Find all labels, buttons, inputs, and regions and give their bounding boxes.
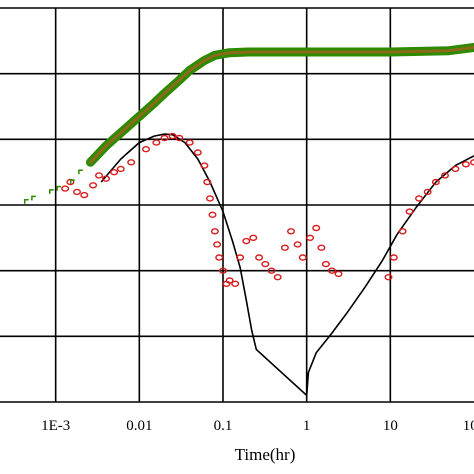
derivative-data-point [80,191,89,199]
derivative-data-point [405,208,414,215]
derivative-data-point [193,149,202,156]
x-axis-title: Time(hr) [235,445,296,464]
derivative-data-point [89,182,98,189]
derivative-data-point [327,267,336,274]
derivative-data-point [218,267,227,274]
derivative-data-point [101,175,110,182]
derivative-data-point [208,211,217,219]
derivative-data-point [423,188,432,196]
derivative-data-point [317,244,326,251]
pressure-data-point [78,169,83,175]
derivative-data-point [205,195,214,202]
derivative-data-point [384,274,393,281]
pressure-data-point [49,189,54,194]
series-layer [23,42,474,398]
derivative-data-point [236,254,245,261]
derivative-data-point [116,165,125,173]
derivative-data-point [160,134,169,142]
derivative-data-point [175,134,184,142]
derivative-data-point [200,162,209,169]
x-tick-labels: 1E-41E-30.010.1110100 [41,418,474,434]
derivative-data-point [210,228,219,235]
derivative-data-point [225,277,234,284]
derivative-data-point [389,254,398,261]
x-tick-label: 100 [463,418,474,434]
derivative-data-point [321,260,330,268]
derivative-model-line [100,133,474,398]
derivative-data-point [461,161,470,168]
derivative-data-point [431,178,440,186]
derivative-data-point [267,267,276,274]
derivative-data-point [215,254,224,261]
pressure-data-point [31,195,36,201]
derivative-data-point [441,172,450,179]
derivative-data-point [61,185,70,192]
derivative-data-point [287,228,296,235]
pressure-model-outline [85,42,474,167]
derivative-data-point [152,139,161,146]
derivative-data-point [470,159,474,166]
pressure-data-point [69,179,75,184]
derivative-data-point [298,254,307,261]
derivative-data-point [415,195,424,202]
derivative-data-point [261,260,270,268]
derivative-data-point [451,165,460,173]
derivative-data-point [242,237,251,245]
derivative-data-point [306,234,315,242]
pressure-data-point [23,198,29,204]
derivative-data-point [213,241,222,248]
derivative-data-point [110,168,119,176]
derivative-data-point [231,280,240,287]
x-tick-label: 10 [383,418,398,434]
pressure-model-line [88,45,474,164]
derivative-data-point [398,228,407,235]
derivative-data-point [334,270,343,278]
derivative-data-point [312,224,321,232]
derivative-data-point [273,274,282,281]
derivative-data-point [185,139,194,146]
derivative-data-point [249,234,258,242]
x-tick-label: 1E-3 [41,418,70,434]
derivative-data-point [127,159,136,166]
derivative-data-point [72,188,81,196]
derivative-data-point [293,241,302,248]
derivative-data-point [280,244,289,251]
grid [0,7,474,403]
pressure-data-point [56,185,62,191]
x-tick-label: 0.01 [126,418,152,434]
derivative-data-point [141,145,150,153]
derivative-data-point [94,172,103,179]
derivative-data-point [203,178,212,186]
x-tick-label: 0.1 [214,418,233,434]
x-tick-label: 1 [303,418,311,434]
derivative-data-point [255,254,264,261]
